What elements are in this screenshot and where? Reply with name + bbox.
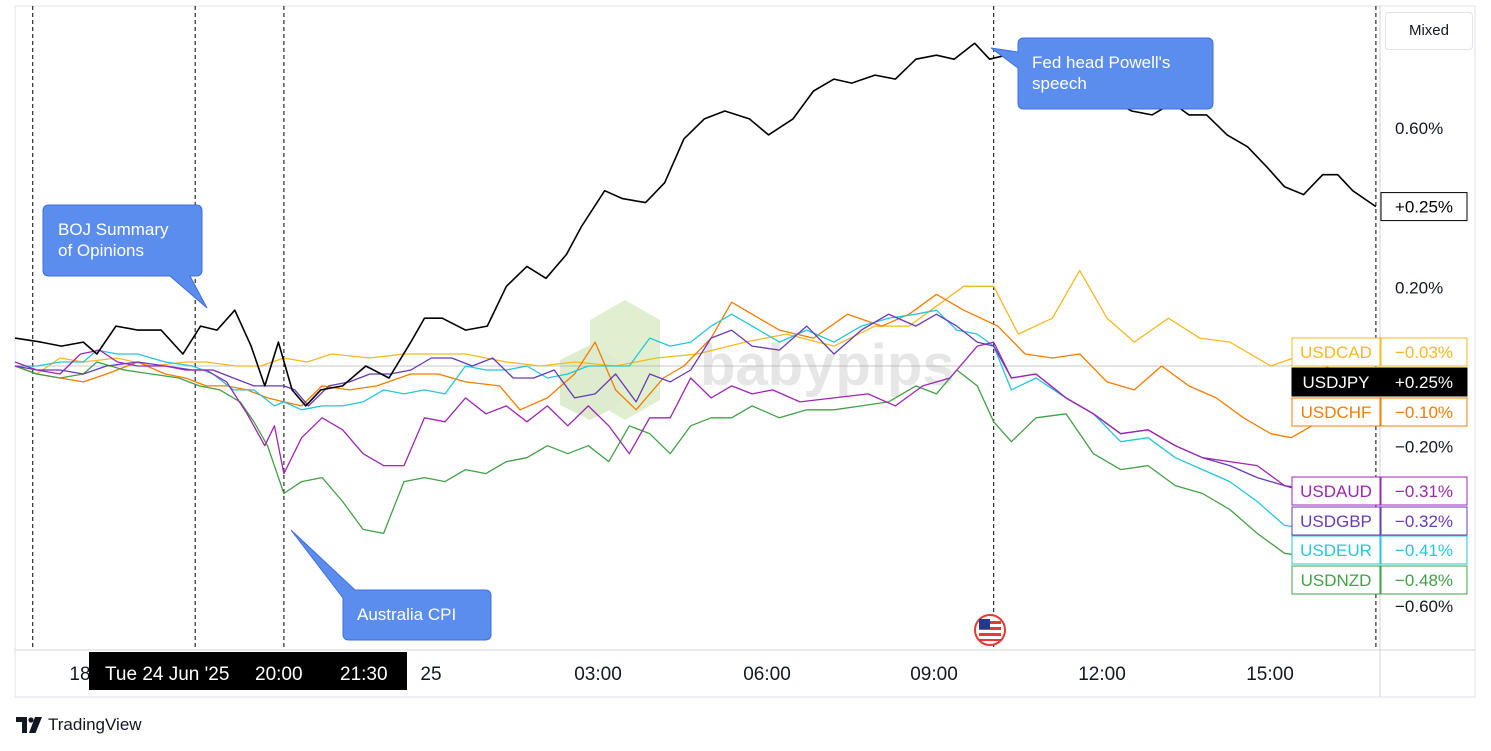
- x-tick-label: 15:00: [1246, 664, 1294, 685]
- event-callout-powell[interactable]: Fed head Powell's speech: [990, 37, 1214, 110]
- current-value-box: [1380, 192, 1468, 222]
- current-value-label: +0.25%: [1380, 192, 1468, 222]
- price-scale-mode-button[interactable]: Mixed: [1385, 12, 1473, 50]
- x-tick-label: 18: [69, 664, 90, 685]
- y-tick-label: −0.20%: [1395, 438, 1453, 457]
- x-axis: 18 25 03:00 06:00 09:00 12:00 15:00: [69, 664, 1293, 685]
- series-value-box: [1380, 337, 1468, 367]
- series-name-box: [1291, 506, 1381, 536]
- flag-canton: [979, 619, 990, 629]
- crosshair-date: Tue 24 Jun '25: [105, 664, 229, 685]
- callout-shape-cpi: [290, 529, 492, 641]
- series-label-usdjpy: USDJPY +0.25%: [1291, 367, 1468, 397]
- series-value: −0.48%: [1395, 571, 1453, 590]
- chart-frame: [14, 5, 1476, 698]
- series-label-usdeur: USDEUR −0.41%: [1291, 535, 1468, 565]
- series-labels: USDJPY +0.25% USDCAD −0.03% USDCHF −0.10% USDA…: [1291, 192, 1468, 595]
- crosshair-time-a: 20:00: [255, 664, 303, 685]
- series-value-box: [1380, 535, 1468, 565]
- series-label-usdnzd: USDNZD −0.48%: [1291, 565, 1468, 595]
- series-name: USDCHF: [1301, 403, 1372, 422]
- series-value: −0.10%: [1395, 403, 1453, 422]
- y-tick-label: 0.60%: [1395, 119, 1443, 138]
- series-name-box: [1291, 476, 1381, 506]
- series-value-box: [1380, 565, 1468, 595]
- series-line-usdchf: [14, 293, 1313, 439]
- series-value-box: [1380, 397, 1468, 427]
- callout-shape-boj: [42, 204, 208, 309]
- crosshair-time-b: 21:30: [340, 664, 388, 685]
- series-name: USDCAD: [1300, 343, 1372, 362]
- series-name-box: [1291, 337, 1381, 367]
- series-value-box: [1380, 367, 1468, 397]
- crosshair-label-bg: [89, 652, 407, 690]
- tradingview-icon: [16, 717, 42, 733]
- series-label-usdcad: USDCAD −0.03%: [1291, 337, 1468, 367]
- series-line-usdjpy: [14, 42, 1377, 407]
- series-label-usdgbp: USDGBP −0.32%: [1291, 506, 1468, 536]
- y-tick-label: 0.20%: [1395, 278, 1443, 297]
- current-value-text: +0.25%: [1395, 198, 1453, 217]
- series-value: −0.32%: [1395, 512, 1453, 531]
- series-value: +0.25%: [1395, 373, 1453, 392]
- x-tick-label: 09:00: [910, 664, 958, 685]
- series-name-box: [1291, 397, 1381, 427]
- event-callout-australia-cpi[interactable]: Australia CPI: [290, 529, 492, 641]
- callout-text-boj: BOJ Summary of Opinions: [58, 220, 173, 260]
- series-label-usdchf: USDCHF −0.10%: [1291, 397, 1468, 427]
- x-tick-label: 25: [420, 664, 441, 685]
- series-name-box: [1291, 367, 1381, 397]
- series-value-box: [1380, 506, 1468, 536]
- series-label-usdaud: USDAUD −0.31%: [1291, 476, 1468, 506]
- us-flag-icon[interactable]: [974, 614, 1006, 646]
- series-line-usdeur: [15, 309, 1376, 531]
- series-line-usdaud: [14, 341, 1376, 491]
- series-name-box: [1291, 565, 1381, 595]
- flag-stripe: [979, 633, 1001, 636]
- crosshair-time-label: Tue 24 Jun '25 20:00 21:30: [89, 652, 407, 690]
- series-name: USDJPY: [1302, 373, 1369, 392]
- series-value: −0.41%: [1395, 541, 1453, 560]
- series-line-usdgbp: [14, 313, 1376, 495]
- series-value: −0.31%: [1395, 482, 1453, 501]
- series-line-usdcad: [14, 269, 1376, 375]
- watermark: babypips: [560, 300, 955, 420]
- watermark-logo-block: [560, 345, 620, 420]
- x-tick-label: 06:00: [743, 664, 791, 685]
- callout-text-powell: Fed head Powell's speech: [1032, 53, 1175, 93]
- x-tick-label: 12:00: [1078, 664, 1126, 685]
- series-value: −0.03%: [1395, 343, 1453, 362]
- series-name: USDEUR: [1300, 541, 1372, 560]
- series-name-box: [1291, 535, 1381, 565]
- event-lines: [32, 6, 1377, 650]
- event-label-cpi: Australia CPI: [357, 605, 456, 624]
- x-tick-label: 03:00: [574, 664, 622, 685]
- event-callout-boj[interactable]: BOJ Summary of Opinions: [42, 204, 208, 309]
- y-tick-label: −0.60%: [1395, 597, 1453, 616]
- series-value-box: [1380, 476, 1468, 506]
- tradingview-wordmark: TradingView: [48, 715, 142, 734]
- series-name: USDGBP: [1300, 512, 1372, 531]
- tradingview-logo[interactable]: TradingView: [16, 712, 142, 738]
- series-name: USDNZD: [1301, 571, 1372, 590]
- flag-stripe: [979, 639, 1001, 641]
- series-lines: [14, 42, 1377, 558]
- series-line-usdnzd: [14, 361, 1376, 558]
- callout-shape-powell: [990, 37, 1214, 110]
- series-name: USDAUD: [1300, 482, 1372, 501]
